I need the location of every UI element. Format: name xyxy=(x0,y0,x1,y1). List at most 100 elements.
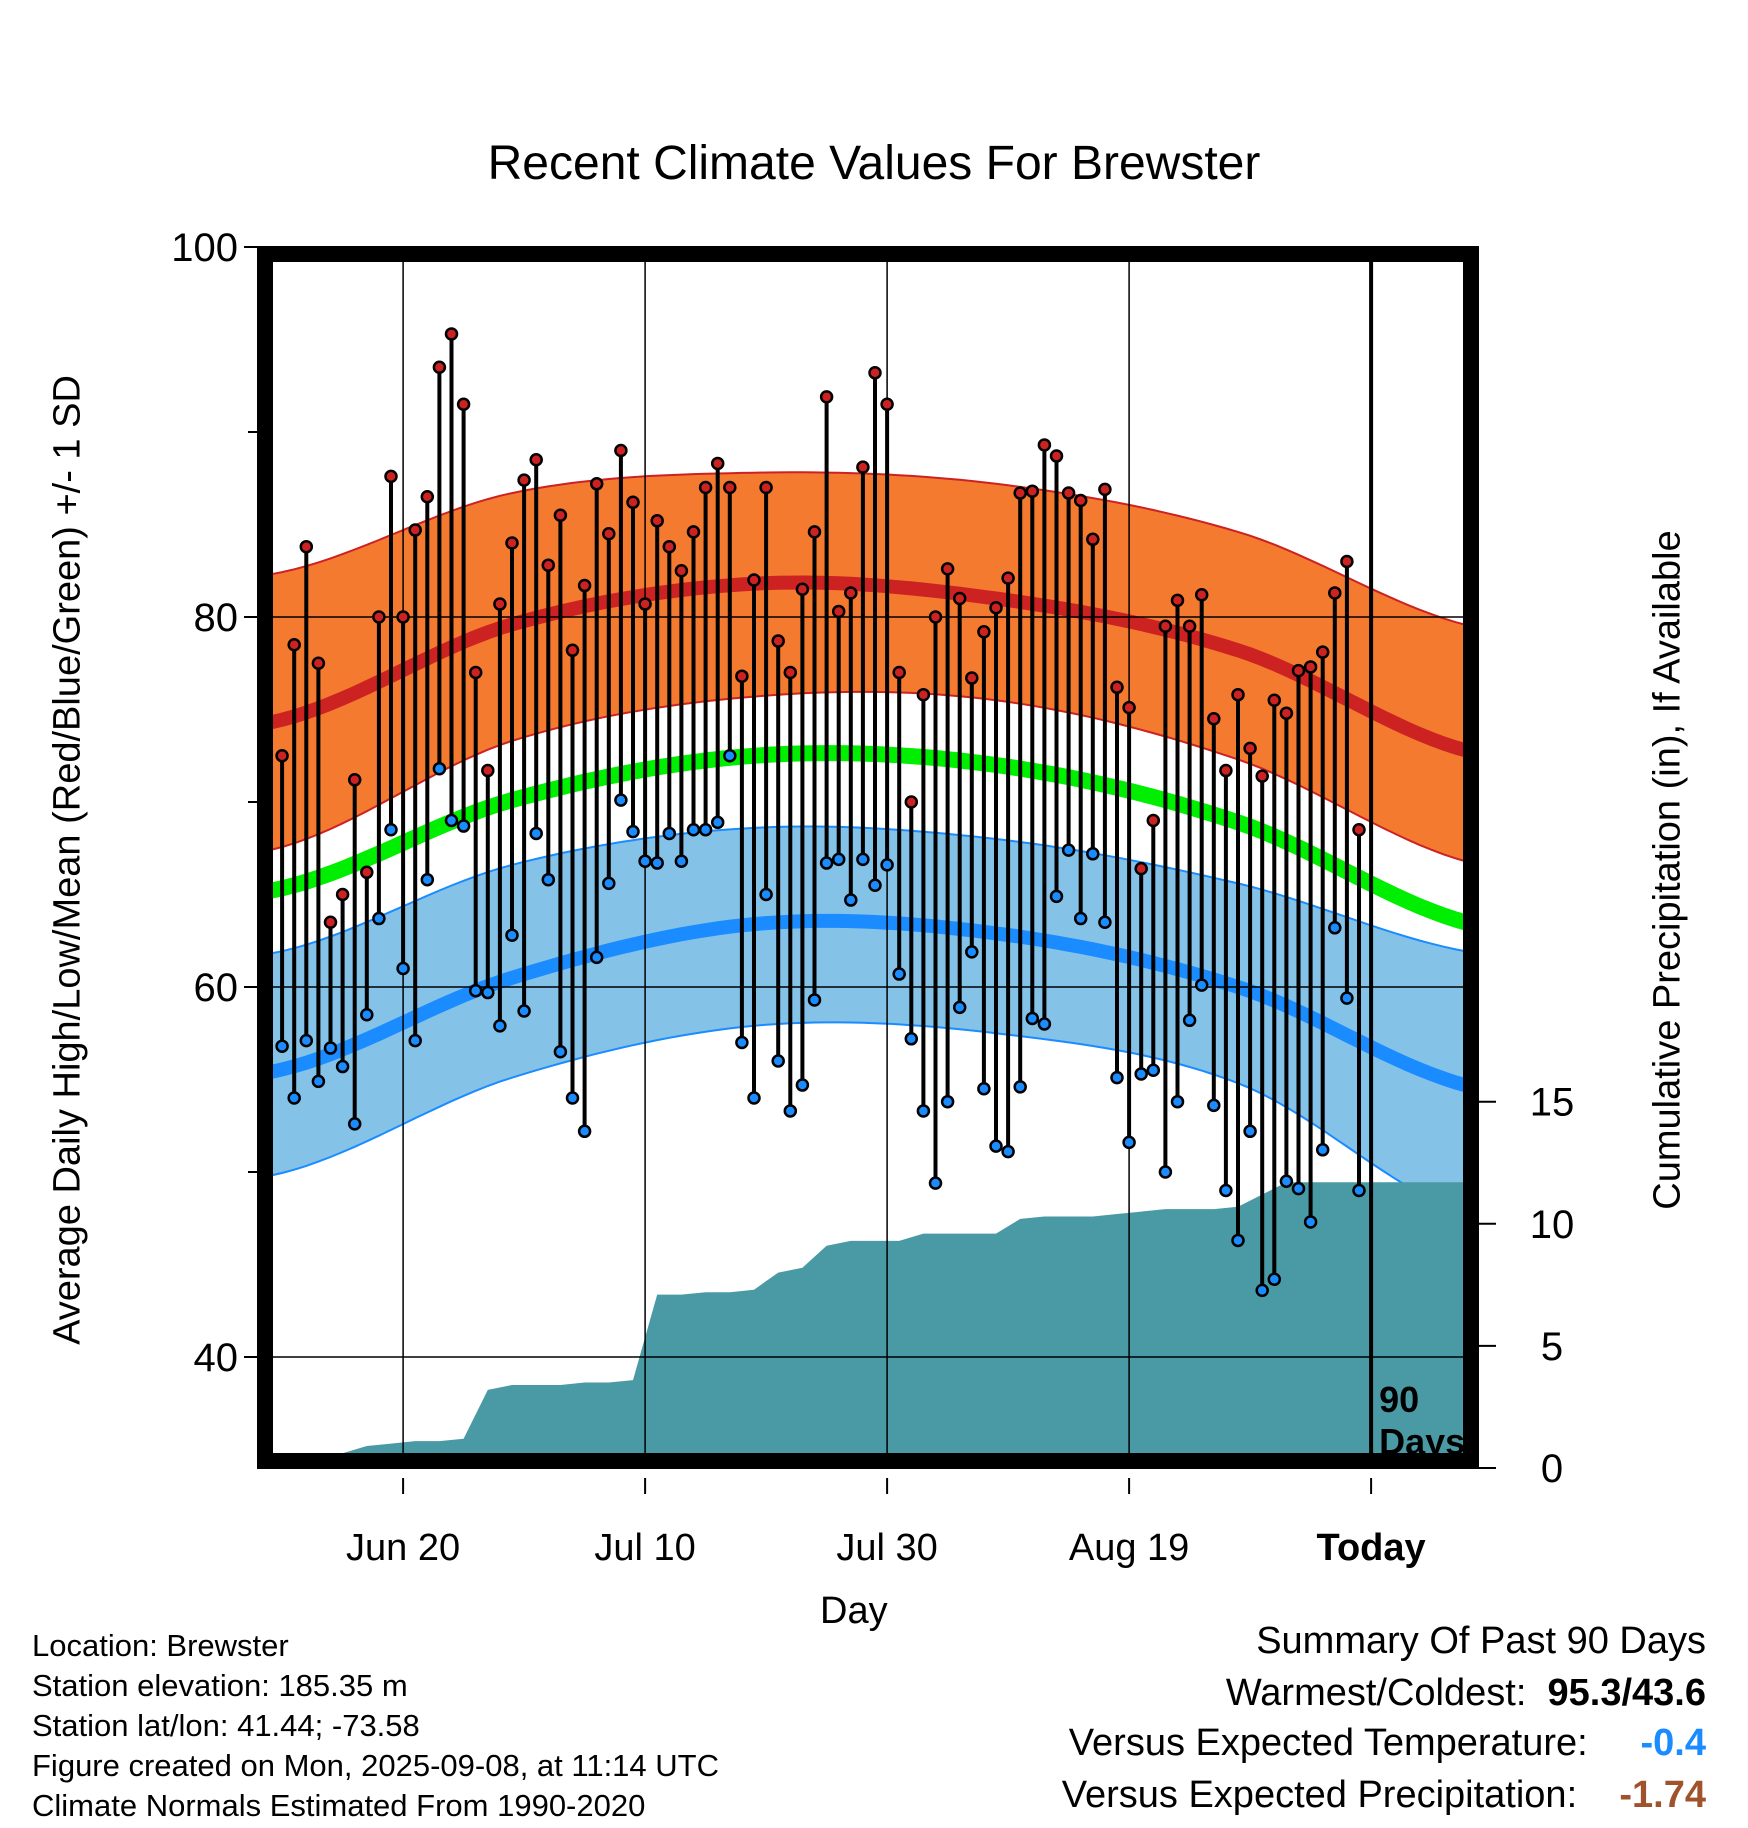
low-point xyxy=(735,1035,749,1050)
low-point xyxy=(529,826,543,841)
high-point xyxy=(952,591,967,606)
low-point xyxy=(589,950,604,965)
low-point xyxy=(880,858,894,872)
low-point xyxy=(444,813,459,828)
high-point xyxy=(1158,619,1173,633)
high-point xyxy=(807,525,822,539)
y-left-tick-label: 60 xyxy=(194,966,239,1010)
low-point xyxy=(1267,1272,1282,1287)
low-point xyxy=(928,1176,943,1190)
high-point xyxy=(710,456,725,471)
high-point xyxy=(1267,693,1282,707)
x-tick-label: Aug 19 xyxy=(1069,1527,1189,1569)
low-point xyxy=(868,878,882,892)
low-point xyxy=(783,1104,798,1118)
low-point xyxy=(493,1019,507,1033)
low-point xyxy=(1170,1094,1185,1109)
y-left-tick-label: 40 xyxy=(194,1336,239,1380)
low-point xyxy=(1110,1070,1124,1085)
y-right-tick-label: 10 xyxy=(1530,1203,1575,1247)
low-point xyxy=(384,823,398,837)
low-point xyxy=(1328,921,1342,935)
low-point xyxy=(335,1059,350,1074)
low-point xyxy=(952,1000,967,1015)
high-point xyxy=(844,586,858,600)
high-point xyxy=(1122,700,1136,715)
plot-frame xyxy=(257,246,1479,1469)
x-tick-label: Jul 30 xyxy=(836,1527,937,1569)
high-point xyxy=(1328,586,1342,600)
high-point xyxy=(759,480,773,495)
high-point xyxy=(1110,680,1124,695)
low-point xyxy=(904,1032,919,1046)
high-point xyxy=(614,443,628,458)
high-point xyxy=(723,480,737,495)
high-point xyxy=(1279,706,1294,720)
high-point xyxy=(1303,660,1318,674)
high-point xyxy=(408,523,422,537)
high-point xyxy=(928,610,943,624)
y-right-tick-label: 0 xyxy=(1541,1447,1563,1491)
high-point xyxy=(880,397,894,411)
high-point xyxy=(686,525,701,539)
high-point xyxy=(517,473,531,487)
low-point xyxy=(1219,1183,1233,1198)
high-point xyxy=(650,514,664,528)
precip-value: -1.74 xyxy=(1619,1774,1706,1816)
low-point xyxy=(396,961,410,976)
high-point xyxy=(372,610,386,624)
high-point xyxy=(1001,571,1015,585)
high-point xyxy=(904,795,919,809)
high-point xyxy=(311,656,326,670)
low-point xyxy=(698,823,713,837)
y-left-tick-label: 100 xyxy=(171,226,238,270)
high-point xyxy=(783,665,798,680)
high-point xyxy=(347,773,362,787)
info-normals: Climate Normals Estimated From 1990-2020 xyxy=(32,1788,646,1823)
low-point xyxy=(892,967,906,981)
low-point xyxy=(674,854,689,868)
low-point xyxy=(1352,1183,1366,1198)
low-point xyxy=(1122,1135,1136,1150)
high-point xyxy=(1073,493,1088,508)
info-latlon: Station lat/lon: 41.44; -73.58 xyxy=(32,1708,420,1743)
high-point xyxy=(505,536,519,550)
high-point xyxy=(1049,449,1064,463)
low-point xyxy=(1098,915,1112,929)
high-point xyxy=(589,477,604,491)
low-point xyxy=(856,852,870,867)
low-point xyxy=(819,856,834,870)
x-axis-label: Day xyxy=(820,1590,888,1632)
high-point xyxy=(892,665,906,680)
low-point xyxy=(1049,889,1064,904)
low-point xyxy=(1146,1063,1161,1077)
high-point xyxy=(638,597,652,611)
high-point xyxy=(602,527,616,541)
high-point xyxy=(965,671,979,685)
high-point xyxy=(735,669,749,683)
low-point xyxy=(1134,1067,1148,1081)
low-point xyxy=(747,1091,761,1105)
high-point xyxy=(868,366,882,380)
low-point xyxy=(1315,1143,1330,1157)
info-location: Location: Brewster xyxy=(32,1628,289,1663)
high-point xyxy=(977,625,991,639)
low-point xyxy=(1073,911,1088,926)
high-point xyxy=(831,604,846,619)
low-point xyxy=(553,1045,568,1059)
low-point xyxy=(299,1033,314,1048)
high-sd-band xyxy=(270,471,1470,864)
summary-temp: Versus Expected Temperature: -0.4 xyxy=(1069,1722,1706,1765)
high-point xyxy=(819,390,834,404)
high-point xyxy=(323,915,338,929)
high-point xyxy=(529,453,543,467)
low-point xyxy=(1158,1165,1173,1179)
high-point xyxy=(481,763,495,778)
x-tick-label: Jun 20 xyxy=(346,1527,460,1569)
high-point xyxy=(1219,763,1233,778)
low-point xyxy=(577,1124,592,1139)
summary-warm-cold: Warmest/Coldest: 95.3/43.6 xyxy=(1226,1672,1706,1715)
high-point xyxy=(795,582,810,596)
high-point xyxy=(456,397,471,411)
